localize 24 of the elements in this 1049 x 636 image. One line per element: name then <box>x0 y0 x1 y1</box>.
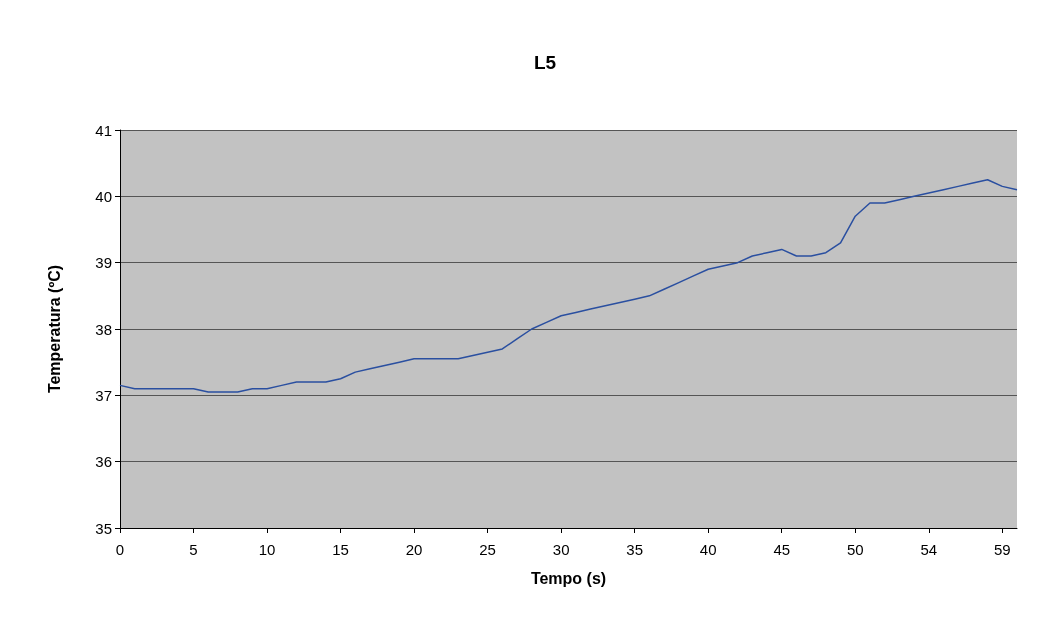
x-tick-label: 10 <box>258 541 276 558</box>
x-axis-title: Tempo (s) <box>530 569 607 587</box>
x-tick-label: 5 <box>189 541 198 558</box>
y-tick-label: 39 <box>95 254 112 272</box>
y-axis-title: Temperatura (ºC) <box>45 264 63 394</box>
x-tick-label: 45 <box>773 541 791 558</box>
x-tick-label: 15 <box>332 541 349 558</box>
x-tick-label: 40 <box>699 541 717 558</box>
y-tick-label: 37 <box>95 386 112 404</box>
y-tick-label: 36 <box>95 453 112 471</box>
chart-title: L5 <box>533 52 557 73</box>
x-tick-label: 59 <box>993 541 1011 558</box>
x-tick-label: 20 <box>405 541 423 558</box>
x-tick-label: 25 <box>479 541 496 558</box>
y-tick-label: 38 <box>95 320 112 338</box>
x-tick-label: 35 <box>626 541 644 558</box>
x-tick-label: 0 <box>115 541 125 558</box>
x-tick-label: 50 <box>846 541 864 558</box>
x-tick-label: 30 <box>552 541 570 558</box>
y-tick-label: 35 <box>95 519 112 537</box>
y-tick-label: 40 <box>95 187 112 205</box>
y-tick-label: 41 <box>95 121 112 139</box>
x-tick-label: 54 <box>920 541 938 558</box>
line-series <box>119 179 1018 393</box>
